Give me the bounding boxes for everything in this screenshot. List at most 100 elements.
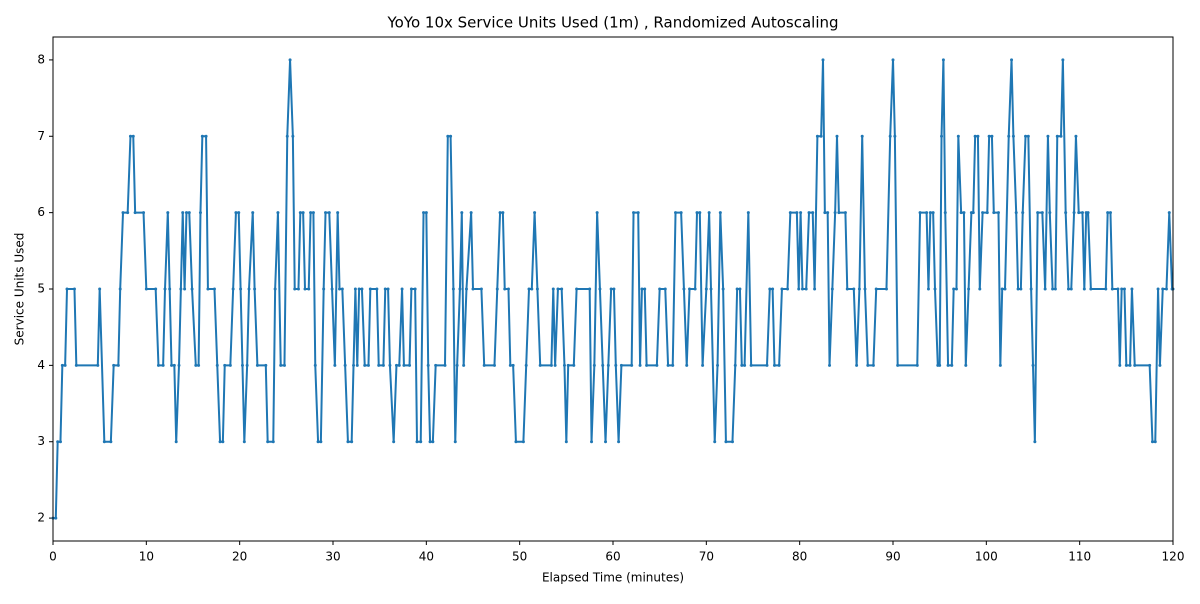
point — [183, 287, 187, 291]
point — [109, 440, 113, 444]
point — [604, 440, 608, 444]
point — [693, 287, 697, 291]
point — [128, 134, 132, 138]
point — [788, 211, 792, 215]
point — [612, 287, 616, 291]
point — [860, 134, 864, 138]
point — [503, 287, 507, 291]
point — [98, 287, 102, 291]
point — [1164, 287, 1168, 291]
x-tick-label: 100 — [975, 550, 998, 564]
point — [893, 134, 897, 138]
point — [1124, 363, 1128, 367]
point — [1010, 58, 1014, 62]
point — [330, 287, 334, 291]
point — [549, 363, 553, 367]
point — [538, 363, 542, 367]
point — [298, 211, 302, 215]
point — [896, 363, 900, 367]
point — [187, 211, 191, 215]
point — [1128, 363, 1132, 367]
point — [408, 363, 412, 367]
point — [340, 287, 344, 291]
point — [1156, 287, 1160, 291]
point — [981, 211, 985, 215]
point — [709, 287, 713, 291]
point — [830, 287, 834, 291]
point — [498, 211, 502, 215]
point — [871, 363, 875, 367]
point — [1161, 287, 1165, 291]
y-tick-label: 2 — [37, 511, 45, 525]
point — [366, 363, 370, 367]
point — [495, 287, 499, 291]
point — [327, 211, 331, 215]
point — [1055, 134, 1059, 138]
point — [530, 287, 534, 291]
point — [800, 287, 804, 291]
point — [527, 287, 531, 291]
point — [1026, 134, 1030, 138]
point — [400, 287, 404, 291]
point — [428, 440, 432, 444]
point — [291, 134, 295, 138]
point — [701, 363, 705, 367]
point — [954, 287, 958, 291]
point — [1029, 287, 1033, 291]
point — [713, 440, 717, 444]
point — [666, 363, 670, 367]
point — [592, 363, 596, 367]
point — [204, 134, 208, 138]
point — [131, 134, 135, 138]
point — [551, 287, 555, 291]
point — [998, 363, 1002, 367]
point — [698, 211, 702, 215]
point — [772, 363, 776, 367]
point — [237, 211, 241, 215]
point — [322, 287, 326, 291]
point — [212, 287, 216, 291]
x-tick-label: 10 — [139, 550, 154, 564]
point — [142, 211, 146, 215]
point — [166, 211, 170, 215]
point — [971, 211, 975, 215]
point — [446, 134, 450, 138]
point — [121, 211, 125, 215]
x-tick-label: 20 — [232, 550, 247, 564]
point — [807, 211, 811, 215]
point — [804, 287, 808, 291]
point — [1130, 287, 1134, 291]
point — [1033, 440, 1037, 444]
point — [1148, 363, 1152, 367]
x-tick-label: 0 — [49, 550, 57, 564]
point — [733, 363, 737, 367]
point — [943, 211, 947, 215]
point — [58, 440, 62, 444]
point — [200, 134, 204, 138]
point — [1053, 287, 1057, 291]
point — [1089, 287, 1093, 291]
point — [392, 440, 396, 444]
point — [811, 211, 815, 215]
point — [343, 363, 347, 367]
point — [319, 440, 323, 444]
point — [735, 287, 739, 291]
point — [462, 363, 466, 367]
point — [511, 363, 515, 367]
point — [102, 440, 106, 444]
point — [695, 211, 699, 215]
point — [469, 211, 473, 215]
y-tick-label: 4 — [37, 358, 45, 372]
point — [606, 363, 610, 367]
x-tick-label: 70 — [699, 550, 714, 564]
point — [852, 287, 856, 291]
point — [1086, 211, 1090, 215]
point — [1011, 134, 1015, 138]
point — [819, 134, 823, 138]
point — [56, 440, 60, 444]
point — [397, 363, 401, 367]
point — [383, 287, 387, 291]
point — [1116, 287, 1120, 291]
y-tick-label: 7 — [37, 129, 45, 143]
point — [1019, 287, 1023, 291]
